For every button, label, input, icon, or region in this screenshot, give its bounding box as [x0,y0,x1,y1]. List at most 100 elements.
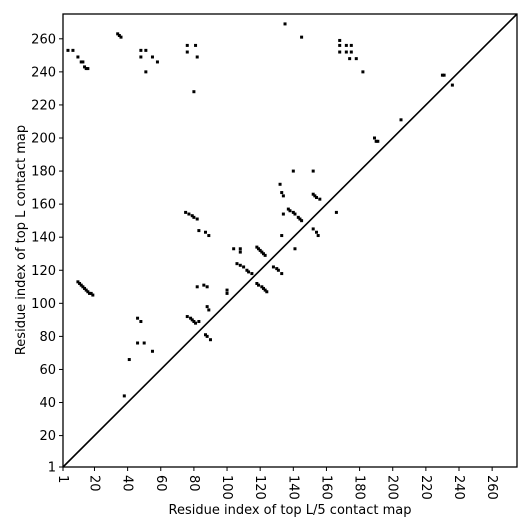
x-tick-label: 100 [219,475,234,500]
contact [185,43,189,47]
contact [338,38,342,42]
contact [376,139,380,143]
contact [136,316,140,320]
contact [255,281,259,285]
contact [150,55,154,59]
contact [184,210,188,214]
contact [283,22,287,26]
x-tick-label: 120 [252,475,267,500]
contact [440,73,444,77]
contact [195,285,199,289]
contact [291,169,295,173]
contact [139,48,143,52]
x-tick-label: 80 [186,475,201,492]
y-tick-label: 180 [31,165,56,180]
x-tick-label: 180 [352,475,367,500]
contact [225,291,229,295]
y-tick-label: 120 [31,264,56,279]
contact [238,247,242,251]
y-tick-label: 220 [31,98,56,113]
contact [79,283,83,287]
contact [344,43,348,47]
x-tick-label: 220 [418,475,433,500]
contact [197,320,201,324]
contact [361,70,365,74]
contact [271,265,275,269]
contact [338,50,342,54]
contact [192,320,196,324]
contact [338,43,342,47]
contact [86,290,90,294]
contact [281,194,285,198]
contact [258,248,262,252]
contact [311,227,315,231]
contact [150,349,154,353]
contact [316,234,320,238]
contact [127,358,131,362]
plot-frame [62,13,518,468]
contact [263,253,267,257]
contact [89,291,93,295]
contact [318,197,322,201]
contact [260,250,264,254]
contact [187,212,191,216]
contact [373,136,377,140]
contact [450,83,454,87]
contact [334,210,338,214]
contact [280,272,284,276]
contact [315,196,319,200]
contact [293,247,297,251]
contact [276,268,280,272]
y-tick-label: 240 [31,65,56,80]
x-tick-label: 60 [153,475,168,492]
contact [263,288,267,292]
contact [255,245,259,249]
x-tick-label: 260 [484,475,499,500]
contact [354,57,358,61]
contact [349,50,353,54]
y-tick-label: 260 [31,32,56,47]
contact [207,308,211,312]
contact [185,50,189,54]
contact [194,43,198,47]
contact [136,341,140,345]
contact [78,281,82,285]
contact [261,252,265,256]
contact [142,341,146,345]
contact [275,267,279,271]
contact [66,48,70,52]
contact [144,70,148,74]
x-axis-label: Residue index of top L/5 contact map [169,503,412,518]
contact [195,55,199,59]
contact [190,318,194,322]
x-tick-label: 140 [285,475,300,500]
contact [194,321,198,325]
contact [260,285,264,289]
contact [117,33,121,37]
x-tick-label: 200 [385,475,400,500]
contact [293,212,297,216]
y-tick-label: 60 [39,363,56,378]
contact [189,316,193,320]
contact [83,65,87,69]
contact [291,210,295,214]
contact [247,270,251,274]
contact [344,50,348,54]
y-tick-label: 200 [31,131,56,146]
y-tick-label: 140 [31,231,56,246]
contact [349,43,353,47]
contact [242,265,246,269]
contact [238,263,242,267]
contact [91,293,95,297]
contact [203,333,207,337]
contact [202,283,206,287]
contact [192,90,196,94]
contact [225,288,229,292]
contact [278,182,282,186]
contact [197,229,201,233]
contact [190,214,194,218]
contact [257,247,261,251]
x-tick-label: 20 [86,475,101,492]
contact [81,285,85,289]
